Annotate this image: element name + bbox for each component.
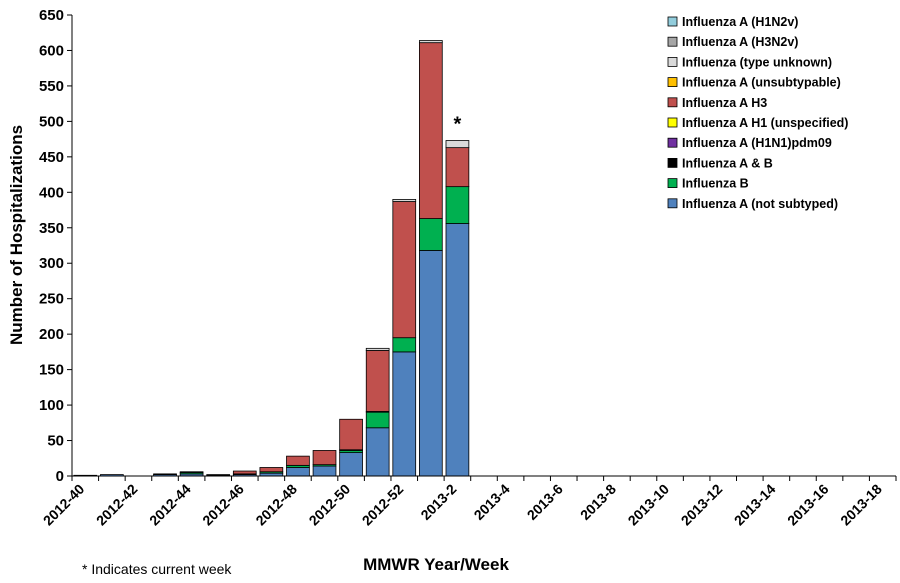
- bar-segment: [286, 455, 310, 466]
- x-tick-label: 2013-16: [784, 481, 832, 529]
- y-tick-label: 0: [56, 468, 64, 485]
- x-tick-label: 2013-8: [577, 481, 619, 523]
- legend-label: Influenza A H3: [682, 96, 767, 110]
- bar-segment: [232, 470, 257, 475]
- legend-label: Influenza A H1 (unspecified): [682, 116, 848, 130]
- y-tick-label: 550: [39, 78, 64, 95]
- bar-segment: [419, 250, 443, 477]
- legend-swatch: [667, 97, 678, 108]
- y-tick-label: 450: [39, 149, 64, 166]
- bar-segment: [365, 411, 390, 429]
- x-tick-label: 2013-6: [524, 481, 566, 523]
- y-tick-label: 500: [39, 113, 64, 130]
- legend-label: Influenza B: [682, 177, 749, 191]
- y-tick-label: 100: [39, 397, 64, 414]
- y-tick-label: 600: [39, 42, 64, 59]
- bar-segment: [312, 450, 337, 466]
- x-tick-label: 2012-40: [40, 481, 88, 529]
- y-tick-label: 350: [39, 220, 64, 237]
- bar-segment: [445, 140, 470, 149]
- legend-swatch: [667, 157, 678, 168]
- legend-label: Influenza A (not subtyped): [682, 197, 838, 211]
- current-week-marker: *: [454, 114, 462, 136]
- bar-segment: [392, 201, 417, 339]
- bar-segment: [419, 42, 443, 219]
- bar-segment: [419, 218, 443, 251]
- x-tick-label: 2013-4: [471, 481, 513, 523]
- bar-segment: [339, 418, 363, 451]
- bar-segment: [445, 186, 470, 224]
- legend-label: Influenza A & B: [682, 156, 773, 170]
- bar-segment: [153, 473, 177, 475]
- x-tick-label: 2013-10: [625, 481, 673, 529]
- y-tick-label: 650: [39, 7, 64, 24]
- legend: Influenza A (H1N2v) Influenza A (H3N2v) In…: [667, 15, 848, 211]
- y-tick-label: 400: [39, 184, 64, 201]
- bar-segment: [339, 452, 363, 477]
- legend-label: Influenza A (H1N2v): [682, 15, 798, 29]
- legend-swatch: [667, 77, 678, 87]
- y-axis-title: Number of Hospitalizations: [7, 125, 26, 345]
- x-tick-label: 2012-52: [359, 481, 407, 529]
- legend-swatch: [667, 36, 678, 47]
- legend-label: Influenza A (H1N1)pdm09: [682, 136, 832, 150]
- bar-segment: [206, 474, 231, 476]
- bar-segment: [365, 427, 390, 477]
- y-tick-label: 150: [39, 362, 64, 379]
- bar-segment: [392, 198, 417, 202]
- bar-segment: [445, 223, 470, 477]
- bar-segment: [365, 347, 390, 351]
- legend-swatch: [667, 117, 678, 128]
- legend-label: Influenza A (unsubtypable): [682, 76, 841, 90]
- legend-swatch: [667, 16, 678, 27]
- x-tick-label: 2013-12: [678, 481, 726, 529]
- bar-segment: [365, 350, 390, 412]
- x-tick-label: 2012-50: [306, 481, 354, 529]
- x-tick-label: 2012-48: [252, 481, 300, 529]
- bar-segment: [259, 467, 284, 473]
- y-tick-label: 300: [39, 255, 64, 272]
- x-tick-label: 2012-44: [146, 481, 194, 529]
- bars-layer: [73, 40, 470, 477]
- current-week-footnote: * Indicates current week: [82, 561, 232, 577]
- bar-segment: [445, 147, 470, 188]
- legend-swatch: [667, 198, 678, 209]
- bar-segment: [286, 467, 310, 477]
- legend-swatch: [667, 178, 678, 189]
- bar-segment: [312, 465, 337, 477]
- legend-label: Influenza (type unknown): [682, 55, 832, 69]
- x-tick-label: 2012-42: [93, 481, 141, 529]
- bar-segment: [392, 351, 417, 477]
- y-tick-label: 200: [39, 326, 64, 343]
- legend-swatch: [667, 57, 678, 67]
- bar-segment: [392, 337, 417, 353]
- x-tick-label: 2012-46: [199, 481, 247, 529]
- bar-segment: [419, 40, 443, 44]
- legend-swatch: [667, 137, 678, 148]
- x-tick-label: 2013-18: [837, 481, 885, 529]
- x-axis-title: MMWR Year/Week: [363, 555, 509, 574]
- x-tick-label: 2013-14: [731, 481, 779, 529]
- bar-segment: [179, 471, 204, 473]
- x-tick-label: 2013-2: [417, 481, 459, 523]
- y-tick-label: 50: [47, 433, 64, 450]
- y-tick-label: 250: [39, 291, 64, 308]
- legend-label: Influenza A (H3N2v): [682, 35, 798, 49]
